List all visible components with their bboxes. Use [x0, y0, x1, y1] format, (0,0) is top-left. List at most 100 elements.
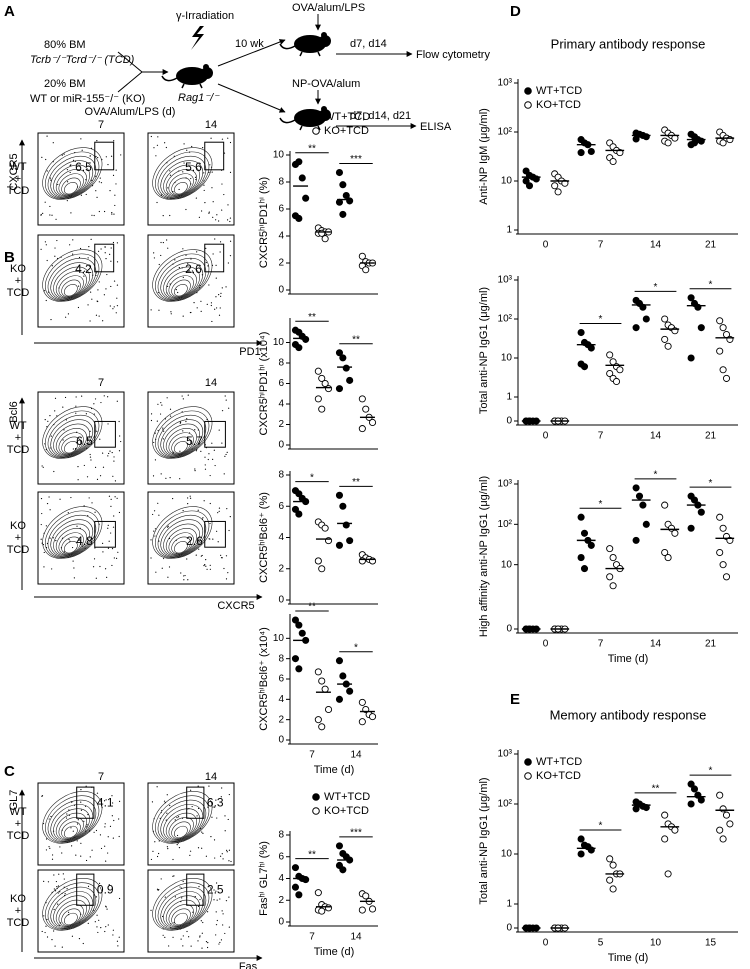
flow-event — [197, 940, 199, 942]
data-point — [664, 342, 672, 350]
flow-event — [66, 813, 68, 815]
data-point — [642, 315, 650, 323]
data-point — [616, 366, 624, 374]
flow-event — [104, 826, 106, 828]
flow-event — [74, 447, 77, 450]
data-point — [664, 870, 672, 878]
row-label: + — [15, 275, 21, 287]
data-point — [314, 716, 322, 724]
gate-frequency: 2.6 — [186, 534, 203, 548]
flow-event — [93, 413, 95, 415]
flow-event — [182, 945, 184, 947]
flow-event — [150, 309, 152, 311]
x-tick-label: 15 — [705, 938, 717, 949]
flow-event — [161, 915, 164, 918]
flow-event — [210, 302, 213, 304]
flow-event — [211, 442, 213, 444]
flow-event — [221, 287, 223, 289]
flow-event — [110, 260, 112, 262]
legend-label: WT+TCD — [324, 791, 370, 803]
flow-event — [110, 498, 112, 501]
data-point — [358, 906, 366, 914]
flow-event — [44, 290, 46, 292]
data-point — [716, 317, 724, 325]
flow-event — [40, 248, 42, 250]
flow-event — [225, 286, 227, 288]
flow-event — [218, 943, 220, 945]
flow-event — [107, 524, 109, 526]
data-point — [339, 672, 347, 680]
flow-event — [115, 169, 117, 171]
flow-event — [69, 540, 71, 542]
flow-event — [167, 187, 169, 189]
data-point — [346, 687, 354, 695]
flow-event — [228, 860, 230, 862]
y-tick-label: 4 — [278, 873, 284, 884]
flow-event — [207, 942, 209, 944]
flow-event — [42, 544, 45, 546]
flow-event — [223, 473, 225, 475]
y-axis-label: Anti-NP IgM (μg/ml) — [478, 108, 490, 205]
contour — [163, 266, 201, 300]
flow-event — [217, 541, 219, 543]
flow-event — [64, 893, 66, 895]
data-point — [295, 510, 303, 518]
flow-event — [210, 836, 212, 838]
significance-label: ** — [352, 334, 360, 345]
data-point — [339, 181, 347, 189]
flow-event — [218, 507, 221, 509]
contour — [61, 279, 81, 298]
flow-event — [109, 450, 111, 452]
flow-event — [55, 218, 57, 220]
flow-event — [80, 855, 82, 857]
flow-event — [203, 184, 205, 186]
flow-event — [61, 946, 63, 948]
contour — [61, 908, 81, 926]
flow-event — [174, 896, 176, 898]
flow-event — [59, 846, 61, 848]
flow-event — [72, 560, 74, 562]
flow-event — [216, 919, 218, 922]
data-point — [324, 385, 333, 393]
data-point — [697, 508, 705, 516]
day-label: 7 — [98, 771, 104, 783]
flow-event — [106, 576, 108, 578]
contour — [47, 257, 97, 301]
flow-event — [113, 456, 115, 458]
flow-event — [54, 247, 56, 249]
flow-event — [44, 419, 46, 421]
flow-event — [52, 142, 54, 144]
contour — [63, 441, 78, 454]
flow-event — [102, 452, 104, 454]
x-axis-label: Time (d) — [608, 952, 649, 964]
flow-event — [225, 578, 228, 580]
contour — [152, 249, 213, 302]
flow-event — [111, 451, 113, 454]
flow-event — [182, 935, 184, 937]
contour — [58, 532, 84, 555]
flow-event — [169, 174, 172, 176]
flow-event — [162, 241, 164, 244]
contour — [168, 532, 194, 555]
data-point — [606, 351, 614, 359]
flow-event — [167, 848, 169, 850]
flow-event — [76, 525, 78, 527]
flow-event — [199, 935, 201, 937]
flow-event — [111, 548, 114, 550]
flow-event — [95, 577, 97, 579]
flow-event — [177, 816, 180, 818]
data-point — [335, 349, 344, 357]
contour — [58, 432, 84, 455]
flow-event — [103, 395, 105, 397]
flow-event — [183, 143, 185, 145]
data-point — [314, 889, 322, 897]
flow-event — [193, 301, 195, 304]
flow-event — [200, 310, 202, 312]
flow-event — [53, 470, 55, 473]
flow-event — [100, 182, 103, 184]
data-point — [577, 513, 585, 521]
data-point — [321, 235, 329, 243]
flow-event — [83, 505, 85, 507]
y-axis-label: Total anti-NP IgG1 (μg/ml) — [478, 777, 490, 904]
flow-event — [215, 799, 217, 801]
